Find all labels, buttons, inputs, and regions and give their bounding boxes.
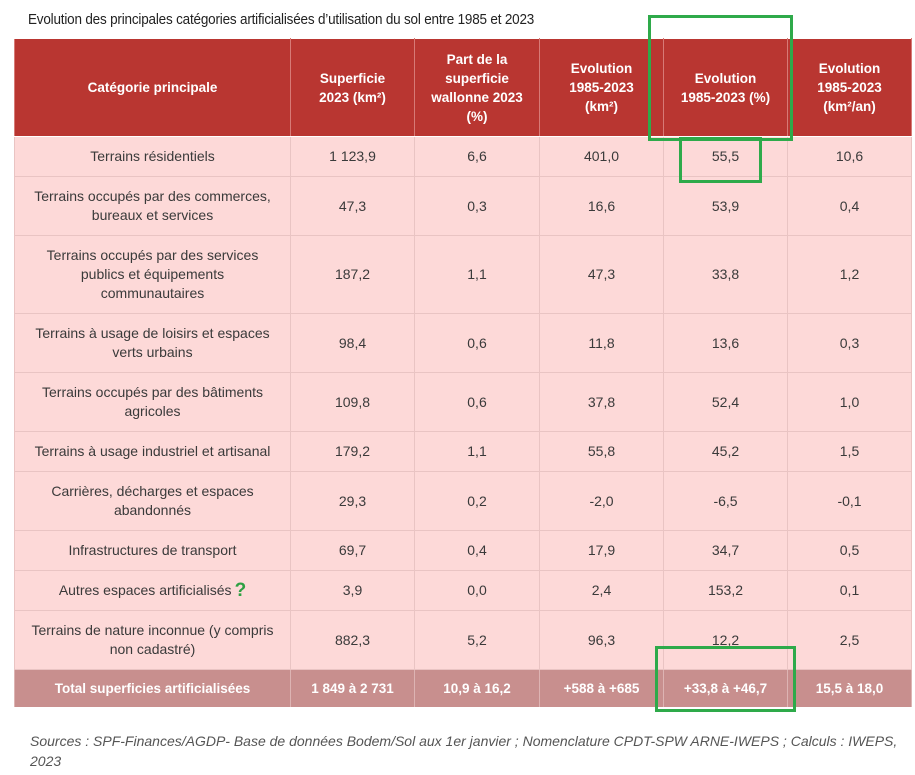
page-title: Evolution des principales catégories art…	[28, 12, 535, 28]
land-use-table: Catégorie principale Superficie 2023 (km²…	[14, 38, 912, 708]
table-row: Terrains à usage industriel et artisanal…	[14, 431, 912, 472]
row-superficie: 179,2	[290, 431, 415, 472]
total-category: Total superficies artificialisées	[14, 669, 291, 708]
row-evol-pct: 13,6	[663, 313, 788, 373]
row-part: 0,4	[414, 530, 540, 571]
row-category: Terrains résidentiels	[14, 136, 291, 177]
row-evol-an: 1,0	[787, 372, 912, 432]
row-superficie: 47,3	[290, 176, 415, 236]
row-evol-an: 1,2	[787, 235, 912, 314]
row-category-label: Autres espaces artificialisés	[58, 582, 232, 598]
row-evol-an: 0,4	[787, 176, 912, 236]
row-superficie: 98,4	[290, 313, 415, 373]
row-evol-an: 0,3	[787, 313, 912, 373]
row-evol-an: 1,5	[787, 431, 912, 472]
row-evol-pct: 33,8	[663, 235, 788, 314]
row-evol-pct: 12,2	[663, 610, 788, 670]
header-categorie: Catégorie principale	[14, 38, 291, 137]
table-row: Infrastructures de transport 69,7 0,4 17…	[14, 530, 912, 571]
total-part: 10,9 à 16,2	[414, 669, 540, 708]
row-part: 0,6	[414, 313, 540, 373]
total-evol-km2: +588 à +685	[539, 669, 664, 708]
row-category: Autres espaces artificialisés?	[14, 570, 291, 611]
table-row: Autres espaces artificialisés? 3,9 0,0 2…	[14, 570, 912, 611]
row-evol-an: 2,5	[787, 610, 912, 670]
table-row: Terrains occupés par des services public…	[14, 235, 912, 314]
row-evol-km2: 401,0	[539, 136, 664, 177]
row-evol-km2: 55,8	[539, 431, 664, 472]
row-evol-an: 0,5	[787, 530, 912, 571]
row-part: 0,3	[414, 176, 540, 236]
row-evol-pct: 55,5	[663, 136, 788, 177]
total-evol-an: 15,5 à 18,0	[787, 669, 912, 708]
row-superficie: 69,7	[290, 530, 415, 571]
row-category: Terrains occupés par des services public…	[14, 235, 291, 314]
table-row: Terrains occupés par des commerces, bure…	[14, 176, 912, 236]
header-superficie: Superficie 2023 (km²)	[290, 38, 415, 137]
row-superficie: 1 123,9	[290, 136, 415, 177]
row-part: 6,6	[414, 136, 540, 177]
row-evol-km2: 37,8	[539, 372, 664, 432]
total-superficie: 1 849 à 2 731	[290, 669, 415, 708]
row-evol-an: 10,6	[787, 136, 912, 177]
row-superficie: 3,9	[290, 570, 415, 611]
row-evol-pct: -6,5	[663, 471, 788, 531]
question-mark-icon: ?	[234, 580, 247, 601]
row-evol-km2: 96,3	[539, 610, 664, 670]
total-row: Total superficies artificialisées 1 849 …	[14, 669, 912, 708]
row-part: 1,1	[414, 235, 540, 314]
header-evolution-pct: Evolution 1985-2023 (%)	[663, 38, 788, 137]
row-part: 0,6	[414, 372, 540, 432]
row-evol-an: 0,1	[787, 570, 912, 611]
row-evol-pct: 45,2	[663, 431, 788, 472]
row-category: Infrastructures de transport	[14, 530, 291, 571]
table-row: Terrains résidentiels 1 123,9 6,6 401,0 …	[14, 136, 912, 177]
header-evolution-km2: Evolution 1985-2023 (km²)	[539, 38, 664, 137]
row-evol-km2: 17,9	[539, 530, 664, 571]
table-row: Carrières, décharges et espaces abandonn…	[14, 471, 912, 531]
row-evol-pct: 34,7	[663, 530, 788, 571]
row-category: Terrains occupés par des bâtiments agric…	[14, 372, 291, 432]
row-part: 5,2	[414, 610, 540, 670]
row-category: Terrains à usage industriel et artisanal	[14, 431, 291, 472]
table-row: Terrains occupés par des bâtiments agric…	[14, 372, 912, 432]
row-category: Terrains à usage de loisirs et espaces v…	[14, 313, 291, 373]
row-superficie: 29,3	[290, 471, 415, 531]
row-part: 0,2	[414, 471, 540, 531]
row-superficie: 187,2	[290, 235, 415, 314]
row-evol-pct: 52,4	[663, 372, 788, 432]
row-part: 1,1	[414, 431, 540, 472]
row-category: Carrières, décharges et espaces abandonn…	[14, 471, 291, 531]
header-evolution-km2-an: Evolution 1985-2023 (km²/an)	[787, 38, 912, 137]
table-row: Terrains à usage de loisirs et espaces v…	[14, 313, 912, 373]
row-evol-km2: 2,4	[539, 570, 664, 611]
row-evol-pct: 53,9	[663, 176, 788, 236]
table-row: Terrains de nature inconnue (y compris n…	[14, 610, 912, 670]
row-evol-an: -0,1	[787, 471, 912, 531]
table-header-row: Catégorie principale Superficie 2023 (km²…	[14, 38, 912, 137]
total-evol-pct: +33,8 à +46,7	[663, 669, 788, 708]
row-superficie: 109,8	[290, 372, 415, 432]
row-evol-km2: 16,6	[539, 176, 664, 236]
row-part: 0,0	[414, 570, 540, 611]
row-evol-pct: 153,2	[663, 570, 788, 611]
row-evol-km2: 11,8	[539, 313, 664, 373]
row-evol-km2: -2,0	[539, 471, 664, 531]
row-category: Terrains occupés par des commerces, bure…	[14, 176, 291, 236]
sources-note: Sources : SPF-Finances/AGDP- Base de don…	[30, 733, 898, 769]
row-superficie: 882,3	[290, 610, 415, 670]
header-part: Part de la superficie wallonne 2023 (%)	[414, 38, 540, 137]
row-evol-km2: 47,3	[539, 235, 664, 314]
row-category: Terrains de nature inconnue (y compris n…	[14, 610, 291, 670]
